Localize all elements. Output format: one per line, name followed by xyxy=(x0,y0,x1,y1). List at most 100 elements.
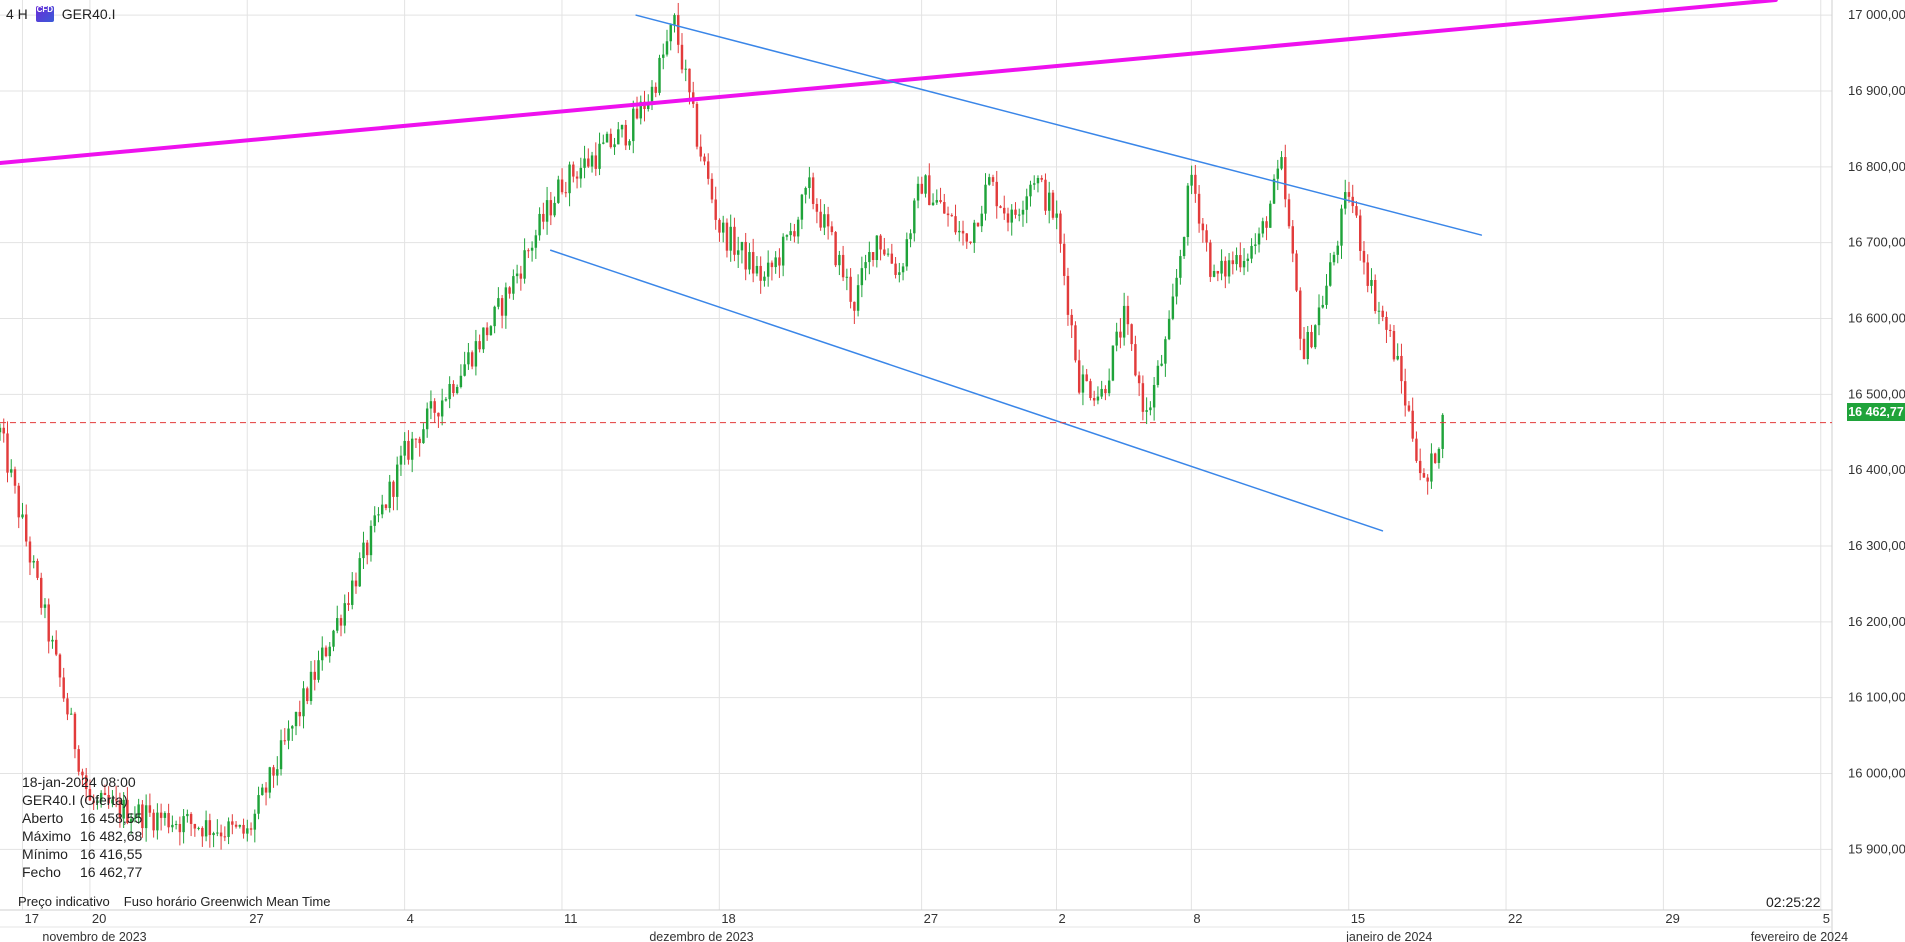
x-tick-label: 4 xyxy=(407,911,414,926)
candle-body xyxy=(635,108,639,119)
candle xyxy=(339,614,343,637)
candle xyxy=(804,186,807,204)
candle xyxy=(1351,184,1354,214)
candle xyxy=(373,506,376,533)
candle-body xyxy=(1081,374,1085,393)
candle-body xyxy=(781,236,785,266)
x-tick-label: 20 xyxy=(92,911,106,926)
candle xyxy=(695,101,699,150)
candle-body xyxy=(946,213,950,216)
candle xyxy=(931,193,935,206)
x-tick-label: 2 xyxy=(1058,911,1065,926)
candle-body xyxy=(1096,396,1100,401)
candle xyxy=(1381,305,1384,322)
candle-body xyxy=(583,158,586,168)
candle xyxy=(1280,151,1283,171)
candle-body xyxy=(796,219,800,237)
candle-body xyxy=(913,200,916,234)
candle-body xyxy=(54,639,58,655)
candle-body xyxy=(1059,213,1062,244)
candle xyxy=(1373,274,1377,314)
candle-body xyxy=(111,799,114,804)
candle xyxy=(766,250,770,287)
candle-body xyxy=(1388,329,1392,332)
candle xyxy=(148,793,152,817)
candle-body xyxy=(118,800,122,819)
candle xyxy=(182,809,185,844)
candle-body xyxy=(984,184,987,214)
candle-body xyxy=(287,728,290,741)
candle xyxy=(459,364,463,389)
candle xyxy=(1194,164,1197,203)
candle-body xyxy=(159,812,163,818)
candle-body xyxy=(1314,325,1317,348)
y-tick-label: 16 400,00 xyxy=(1848,462,1905,477)
candle-body xyxy=(1190,174,1193,186)
candle xyxy=(1407,401,1411,413)
candle-body xyxy=(1074,325,1077,361)
candle-body xyxy=(242,824,245,834)
candle xyxy=(1235,247,1238,271)
candle-body xyxy=(1422,473,1426,478)
candle xyxy=(129,812,133,834)
candle-body xyxy=(1070,314,1073,326)
candle-body xyxy=(905,239,909,267)
candle xyxy=(1227,253,1231,284)
candle xyxy=(751,238,755,283)
candle-body xyxy=(1145,410,1148,412)
candle-body xyxy=(557,179,560,203)
candle-body xyxy=(448,384,451,400)
candle xyxy=(680,33,684,74)
candle xyxy=(114,785,118,808)
candle xyxy=(1340,204,1343,259)
candle-body xyxy=(1212,270,1216,277)
candle-body xyxy=(156,812,159,831)
candle-body xyxy=(317,660,320,680)
candle xyxy=(122,792,125,829)
candle-body xyxy=(77,749,80,772)
candle xyxy=(62,667,65,702)
candle-body xyxy=(1100,388,1103,397)
candle-body xyxy=(1426,477,1429,482)
timeframe-label[interactable]: 4 H xyxy=(6,6,28,22)
candle-body xyxy=(1051,192,1055,218)
candle-body xyxy=(234,824,238,827)
month-label: fevereiro de 2024 xyxy=(1751,930,1848,942)
candle-body xyxy=(84,775,88,790)
ohlc-info-panel: 18-jan-2024 08:00 GER40.I (Oferta) Abert… xyxy=(22,773,142,881)
candle xyxy=(174,820,178,830)
candle xyxy=(377,507,380,523)
candle xyxy=(1250,238,1253,264)
candle xyxy=(538,207,541,241)
timezone-label[interactable]: Fuso horário Greenwich Mean Time xyxy=(124,894,331,909)
candle xyxy=(328,642,331,663)
month-label: janeiro de 2024 xyxy=(1345,930,1432,942)
candle-body xyxy=(695,103,699,147)
candle-body xyxy=(928,175,931,206)
candle xyxy=(984,173,987,221)
trendlines[interactable] xyxy=(0,0,1778,532)
candle xyxy=(384,503,388,511)
candle-body xyxy=(107,795,110,804)
candle xyxy=(969,241,972,245)
symbol-label[interactable]: GER40.I xyxy=(61,6,116,22)
candle xyxy=(995,170,998,219)
candle-body xyxy=(1167,318,1171,340)
candle xyxy=(504,282,508,329)
candle xyxy=(1141,375,1145,421)
candle xyxy=(898,262,901,283)
candle-body xyxy=(276,769,279,776)
y-tick-label: 16 800,00 xyxy=(1848,159,1905,174)
candle xyxy=(272,764,275,788)
candle xyxy=(1201,218,1205,243)
candle xyxy=(324,645,328,658)
candle-body xyxy=(890,253,894,264)
candle xyxy=(1347,181,1351,203)
candle-body xyxy=(965,233,968,242)
candle xyxy=(1284,144,1287,208)
candle xyxy=(796,216,800,244)
candle xyxy=(1388,324,1392,337)
candle xyxy=(811,172,815,210)
candle-body xyxy=(654,86,657,93)
